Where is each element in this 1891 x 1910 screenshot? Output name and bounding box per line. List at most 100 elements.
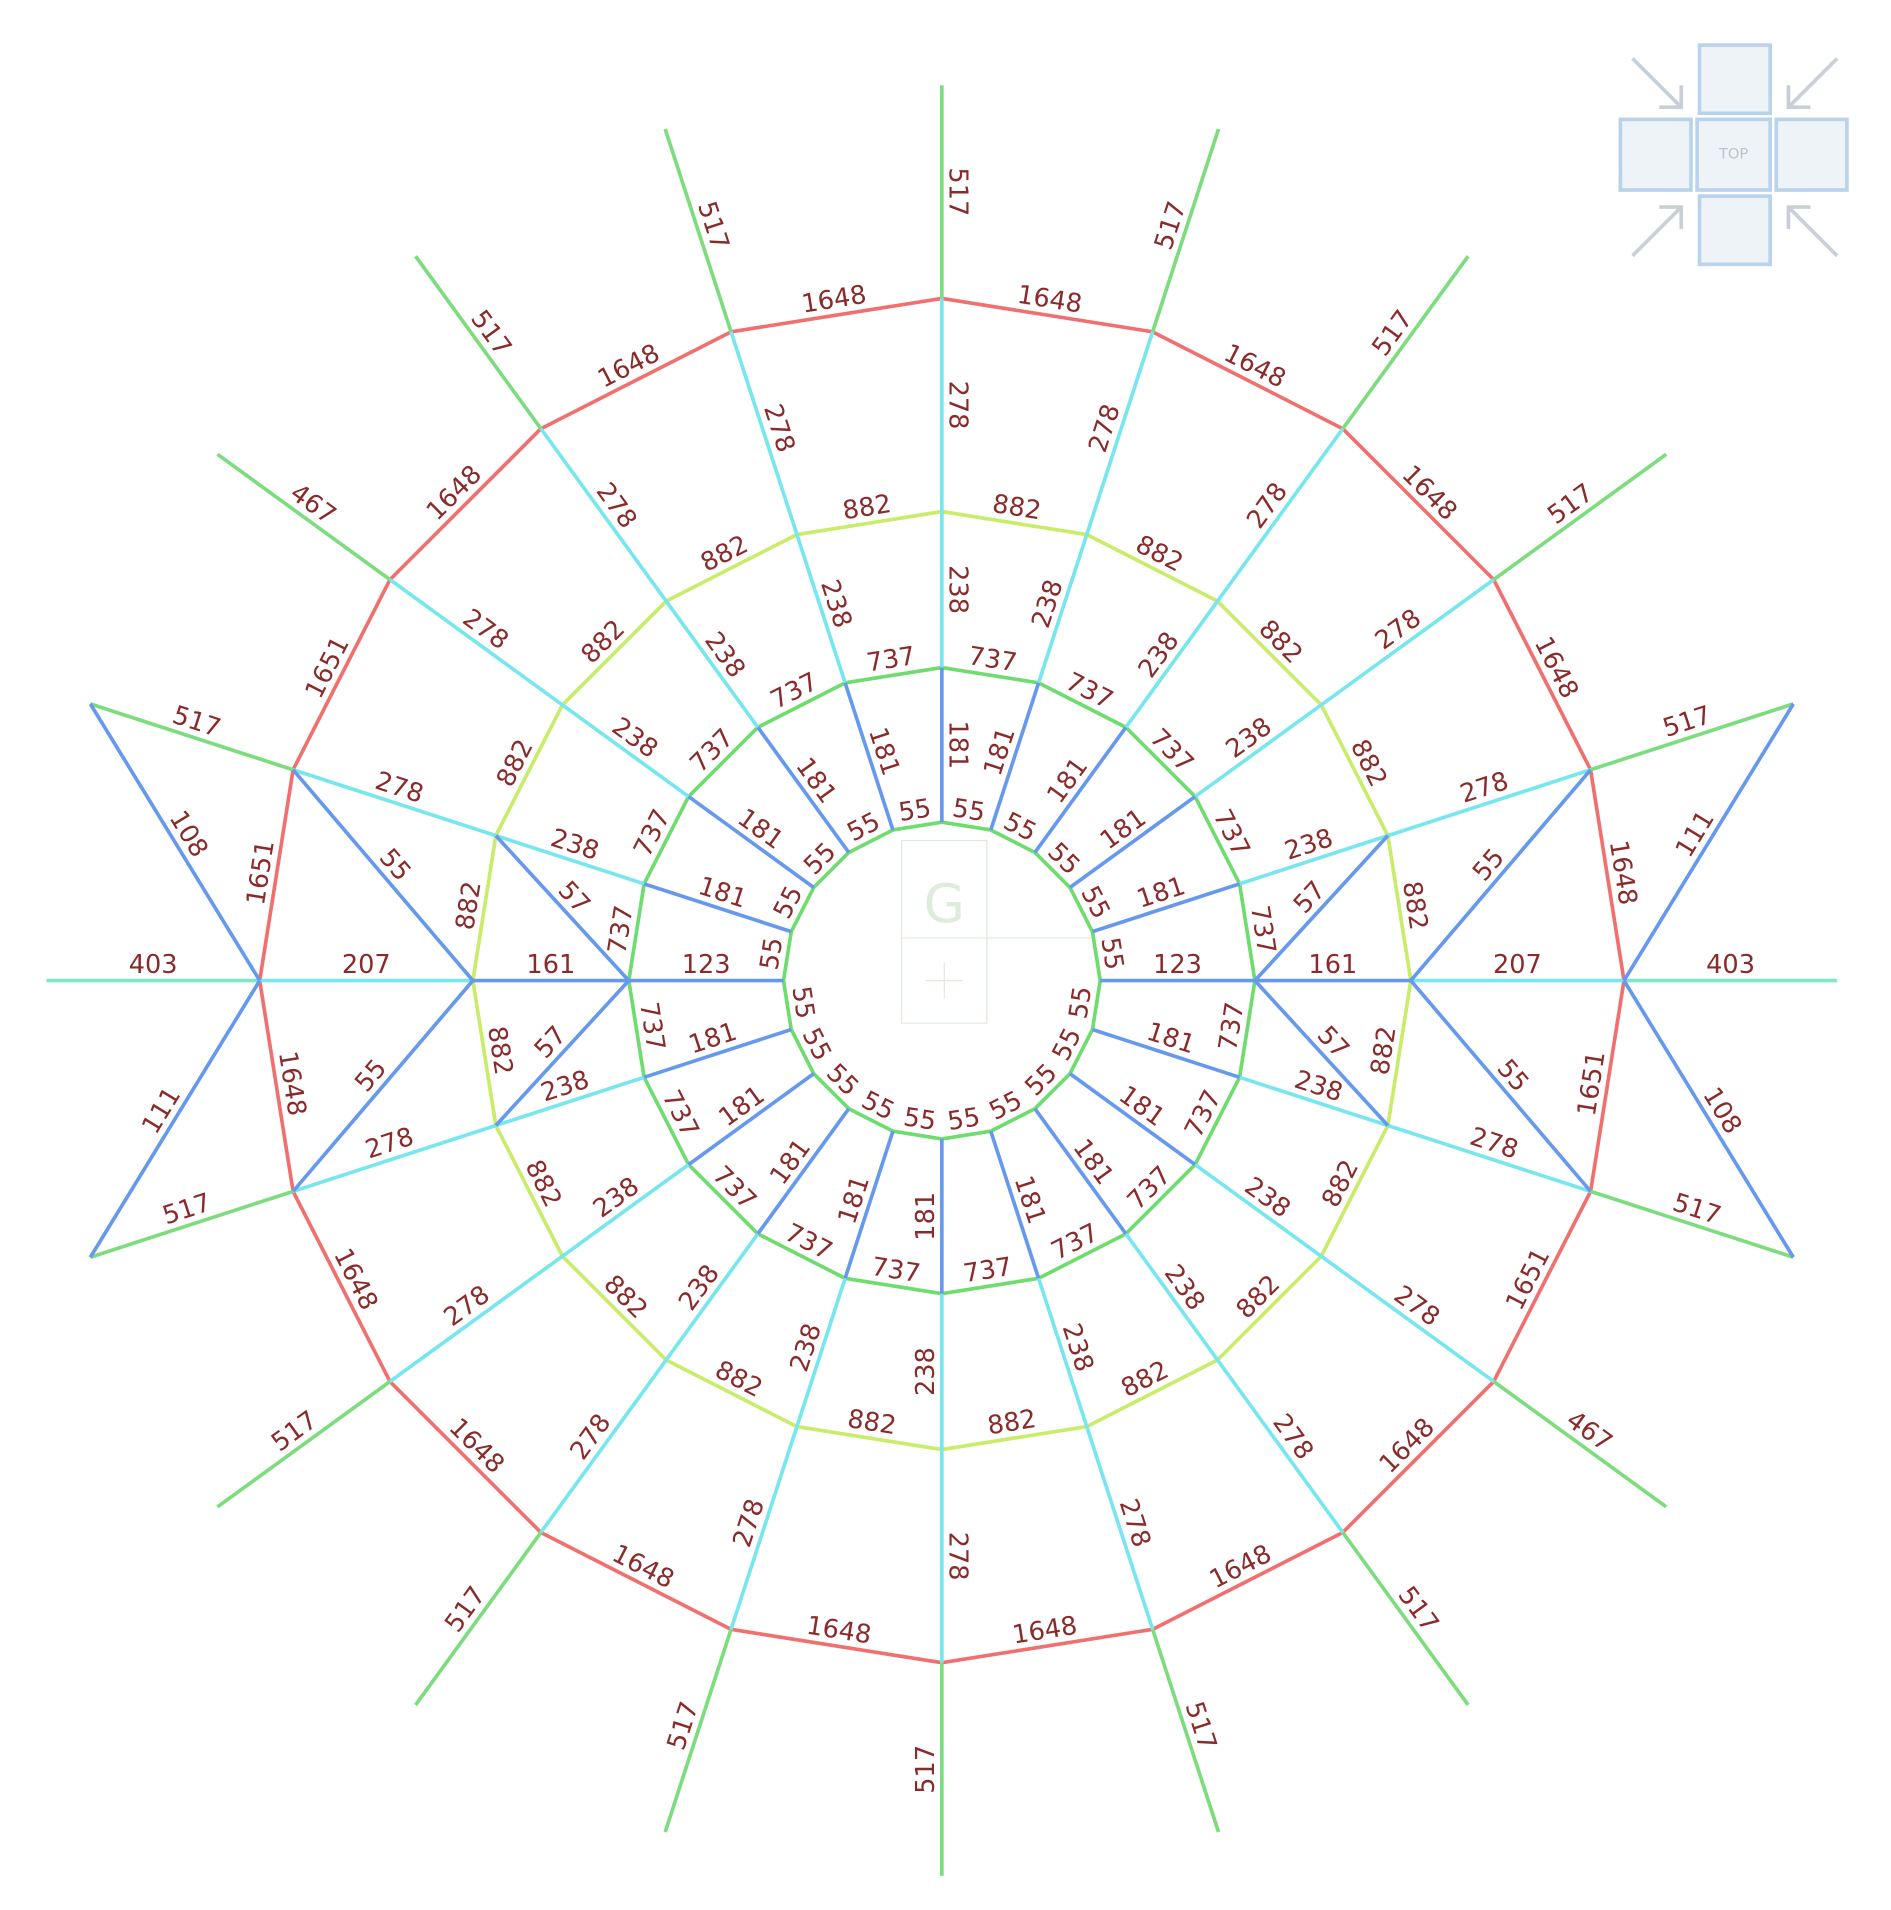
nav-arrow[interactable] — [1786, 57, 1839, 110]
spoke-member-label: 403 — [129, 950, 178, 980]
icon-letter: G — [924, 872, 966, 935]
diagonal-member — [291, 768, 475, 982]
diagonal-member-label: 57 — [1288, 875, 1332, 919]
inner-ring-member-label: 737 — [869, 1252, 922, 1289]
nav-face-left[interactable] — [1618, 117, 1693, 192]
spoke-member-label: 403 — [1706, 950, 1755, 980]
spoke-member-label: 238 — [1281, 823, 1337, 867]
nav-arrow[interactable] — [1631, 205, 1684, 258]
spoke-member — [843, 682, 895, 831]
spoke-member-label: 181 — [1143, 1017, 1199, 1061]
spoke-member — [495, 1075, 645, 1128]
core-ring-member-label: 55 — [820, 1058, 864, 1102]
middle-ring-member-label: 882 — [1365, 1024, 1402, 1077]
outer-ring-member — [1492, 578, 1593, 771]
spoke-member-label: 181 — [1067, 1134, 1120, 1191]
spoke-member-label: 467 — [284, 478, 341, 531]
inner-ring-member — [642, 1076, 691, 1166]
spoke-member-label: 181 — [1008, 1172, 1052, 1228]
inner-ring-member — [1237, 883, 1257, 981]
core-ring-member — [1068, 1028, 1095, 1075]
spoke-member-label: 278 — [757, 401, 801, 457]
middle-ring-member — [1085, 532, 1219, 603]
spoke-member-label: 517 — [159, 1188, 215, 1232]
inner-ring-member — [941, 665, 1039, 685]
spoke-member-label: 238 — [547, 823, 603, 867]
spoke-member-label: 517 — [661, 1698, 705, 1754]
spoke-member — [89, 1189, 294, 1259]
nav-face-top[interactable] — [1697, 43, 1772, 116]
middle-ring-member-label: 882 — [1396, 879, 1433, 932]
nav-label: TOP — [1718, 146, 1748, 163]
core-ring-member — [1068, 886, 1095, 933]
core-ring-member-label: 55 — [984, 1085, 1027, 1127]
middle-ring-member-label: 882 — [845, 1404, 898, 1441]
diagonal-member — [1409, 768, 1592, 982]
spoke-member — [1124, 600, 1219, 729]
inner-ring-member — [757, 1232, 846, 1280]
spoke-member — [1036, 1277, 1089, 1428]
outer-ring-member-label: 1648 — [1219, 338, 1291, 394]
spoke-member-label: 517 — [1659, 700, 1715, 744]
spoke-member — [687, 795, 815, 889]
watermark-icon: G — [901, 839, 1097, 1024]
middle-ring-member — [941, 509, 1088, 537]
spoke-member — [643, 882, 792, 934]
core-ring-member-label: 55 — [950, 793, 987, 828]
outer-ring-member-label: 1648 — [800, 280, 869, 320]
inner-ring-member-label: 737 — [602, 903, 639, 956]
core-ring-member — [989, 1107, 1036, 1133]
inner-ring-member-label: 737 — [1244, 903, 1281, 956]
core-ring-member — [989, 828, 1036, 855]
outer-ring-member — [540, 330, 732, 431]
nav-arrow[interactable] — [1786, 205, 1839, 258]
middle-ring-member — [1386, 835, 1413, 981]
spoke-member — [756, 1107, 851, 1235]
spoke-member-label: 278 — [727, 1495, 771, 1551]
inner-ring-member-label: 737 — [633, 1000, 670, 1053]
spoke-member — [1150, 1628, 1221, 1833]
spoke-member-label: 278 — [457, 603, 514, 656]
spoke-member — [388, 1254, 564, 1384]
outer-ring-member — [1588, 980, 1626, 1192]
spoke-member-label: 181 — [789, 752, 842, 809]
core-ring-member — [789, 1028, 816, 1075]
nav-face-center[interactable] — [1695, 117, 1772, 192]
spoke-member-label: 238 — [1056, 1320, 1100, 1376]
spoke-member-label: 207 — [1493, 950, 1542, 980]
nav-face-bottom[interactable] — [1697, 194, 1772, 267]
spoke-member-label: 181 — [832, 1172, 876, 1228]
spoke-member-label: 278 — [362, 1122, 418, 1166]
outer-ring-member — [388, 427, 543, 581]
diagonal-member-label: 55 — [1491, 1054, 1535, 1098]
spoke-member-label: 517 — [1149, 198, 1193, 254]
spoke-member-label: 181 — [1095, 803, 1152, 856]
core-ring-member-label: 55 — [901, 1102, 938, 1137]
core-ring-member-label: 55 — [1041, 837, 1085, 881]
outer-ring-member — [1588, 769, 1626, 981]
spoke-member-label: 181 — [862, 724, 906, 780]
inner-ring-member-label: 737 — [966, 641, 1019, 678]
core-ring-member — [781, 931, 794, 981]
middle-ring-member — [561, 1254, 668, 1362]
inner-ring-member — [1237, 980, 1257, 1078]
outer-ring-member — [1151, 330, 1344, 431]
nav-face-right[interactable] — [1774, 117, 1849, 192]
nav-arrow[interactable] — [1631, 57, 1684, 110]
inner-ring-member — [626, 980, 646, 1078]
middle-ring-member — [494, 1124, 565, 1258]
middle-ring-member — [1319, 1124, 1390, 1258]
spoke-member — [1194, 1163, 1323, 1258]
spoke-member-label: 181 — [764, 1134, 817, 1191]
outer-ring-member — [941, 1627, 1153, 1665]
middle-ring-member — [494, 704, 565, 837]
core-ring-member — [1033, 851, 1072, 889]
core-ring-member-label: 55 — [842, 807, 885, 849]
core-ring-member-label: 55 — [796, 1023, 838, 1066]
spoke-member — [1590, 702, 1794, 772]
core-ring-member — [1090, 980, 1103, 1030]
middle-ring-member — [1319, 704, 1390, 837]
spoke-member-label: 517 — [911, 1745, 941, 1794]
core-ring-member-label: 55 — [857, 1085, 900, 1127]
